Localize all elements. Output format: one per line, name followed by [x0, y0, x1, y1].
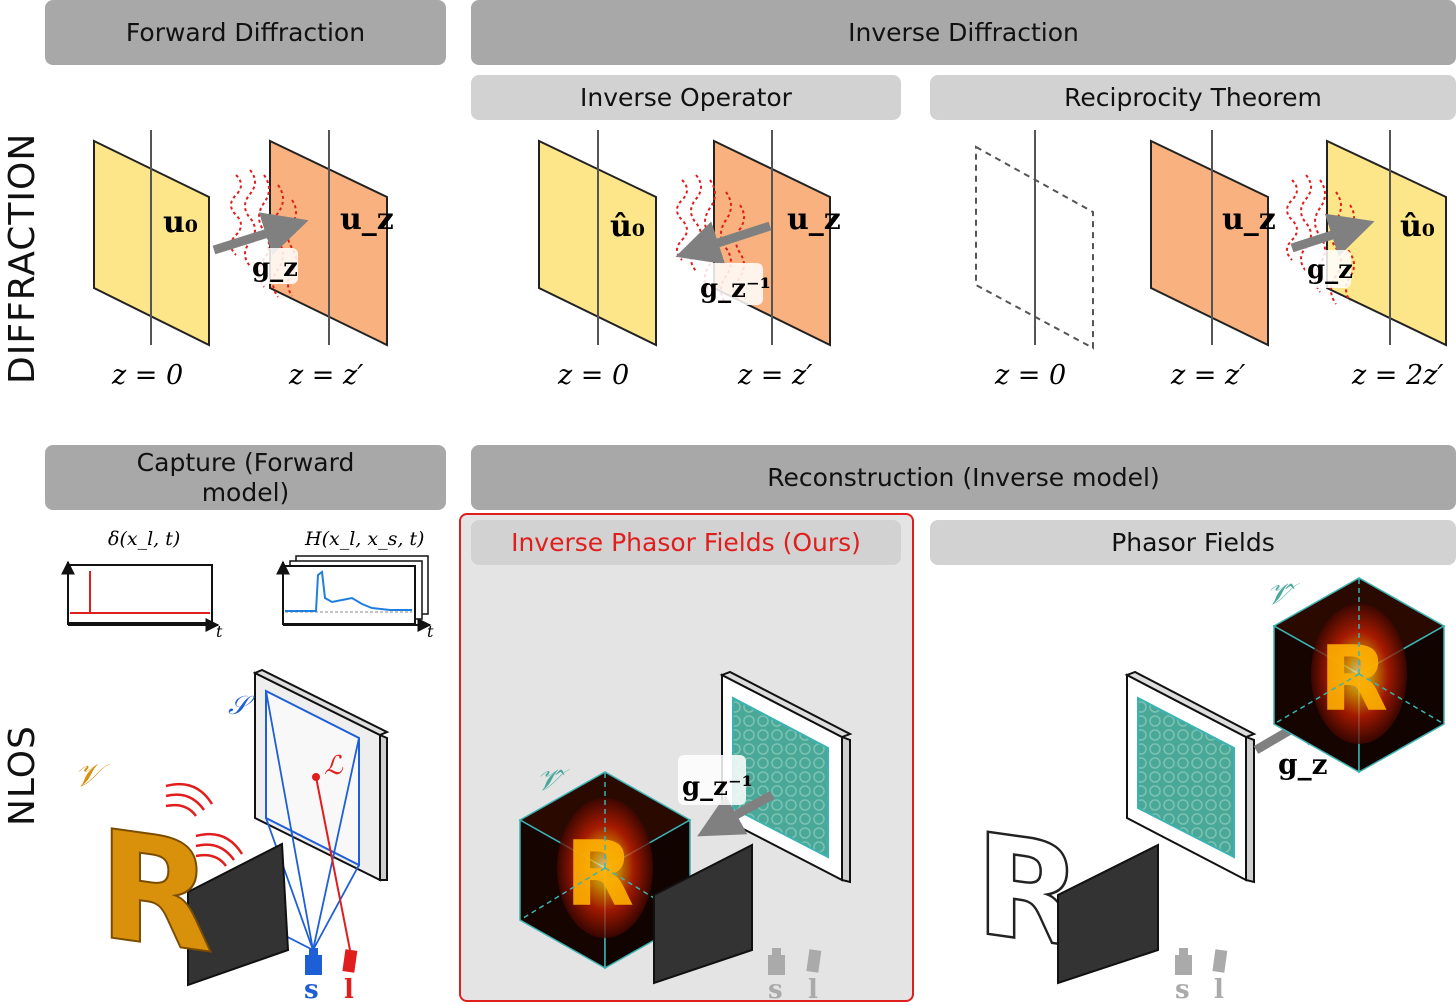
- label-s-capture: s: [304, 975, 319, 1005]
- label-z2p-reciprocity: z = 2z′: [1351, 360, 1444, 391]
- inverse-operator-diagram: [538, 130, 831, 347]
- label-t-H: t: [427, 622, 434, 641]
- label-uz: u_z: [340, 202, 394, 237]
- svg-text:R: R: [98, 796, 213, 987]
- label-Vhat-ipf: 𝒱̂: [536, 763, 570, 798]
- header-inverse-operator: Inverse Operator: [471, 75, 901, 120]
- header-capture: Capture (Forward model): [45, 445, 446, 510]
- svg-text:R: R: [565, 822, 634, 927]
- label-u0hat-reciprocity: û₀: [1400, 209, 1435, 244]
- svg-text:R: R: [1319, 627, 1388, 732]
- label-z0-forward: z = 0: [111, 360, 183, 391]
- header-reciprocity-theorem: Reciprocity Theorem: [930, 75, 1456, 120]
- label-L: ℒ: [324, 751, 344, 781]
- label-l-capture: l: [344, 975, 354, 1005]
- label-Vhat-pf: 𝒱̂: [1266, 577, 1300, 612]
- capture-diagram: R: [61, 555, 432, 989]
- header-phasor-fields: Phasor Fields: [930, 520, 1456, 565]
- label-gz-pf: g_z: [1278, 748, 1327, 781]
- header-forward-diffraction: Forward Diffraction: [45, 0, 446, 65]
- label-gz-reciprocity: g_z: [1307, 255, 1353, 285]
- label-V: 𝒱: [74, 756, 111, 794]
- label-gz-inv-operator: g_z⁻¹: [700, 274, 771, 304]
- label-H: H(x_l, x_s, t): [304, 528, 424, 550]
- label-s-pf: s: [1175, 975, 1190, 1005]
- label-z0-inverse: z = 0: [557, 360, 629, 391]
- label-gz-inv-ipf: g_z⁻¹: [682, 772, 753, 802]
- label-uz-inverse: u_z: [787, 202, 841, 237]
- label-u0hat-inverse: û₀: [610, 209, 645, 244]
- header-inverse-phasor-fields: Inverse Phasor Fields (Ours): [471, 520, 901, 565]
- reciprocity-diagram: [975, 130, 1447, 350]
- label-zp-forward: z = z′: [288, 360, 363, 391]
- label-zp-inverse: z = z′: [737, 360, 812, 391]
- forward-diffraction-diagram: [93, 130, 388, 347]
- label-s-ipf: s: [768, 975, 783, 1005]
- ipf-diagram: R: [518, 670, 853, 985]
- label-l-ipf: l: [808, 975, 818, 1005]
- label-delta: δ(x_l, t): [108, 528, 180, 550]
- plane-uz-reciprocity: [1150, 139, 1269, 347]
- header-inverse-diffraction: Inverse Diffraction: [471, 0, 1456, 65]
- label-gz-forward: g_z: [252, 253, 298, 283]
- label-z0-reciprocity: z = 0: [994, 360, 1066, 391]
- label-u0: u₀: [163, 205, 198, 240]
- label-t-delta: t: [216, 622, 223, 641]
- pf-diagram: R R: [974, 577, 1446, 985]
- header-reconstruction: Reconstruction (Inverse model): [471, 445, 1456, 510]
- label-S: 𝒮: [228, 691, 255, 721]
- hidden-object-r: R: [97, 795, 214, 988]
- plane-empty: [975, 145, 1094, 350]
- label-l-pf: l: [1214, 975, 1224, 1005]
- label-uz-reciprocity: u_z: [1222, 202, 1276, 237]
- label-zp-reciprocity: z = z′: [1170, 360, 1245, 391]
